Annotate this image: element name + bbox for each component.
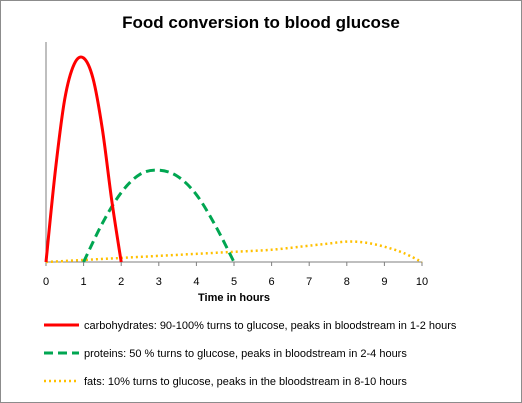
x-ticks: 0 1 2 3 4 5 6 7 8 9 10 — [43, 262, 428, 288]
x-tick-label: 7 — [306, 276, 312, 288]
x-tick-label: 4 — [193, 276, 199, 288]
series-group — [44, 55, 423, 264]
chart-title: Food conversion to blood glucose — [122, 13, 400, 32]
x-tick-label: 3 — [156, 276, 162, 288]
x-tick-label: 1 — [81, 276, 87, 288]
x-tick-label: 2 — [118, 276, 124, 288]
series-line-solid — [44, 55, 123, 263]
x-tick-label: 9 — [381, 276, 387, 288]
x-tick-label: 5 — [231, 276, 237, 288]
x-tick-label: 8 — [344, 276, 350, 288]
x-tick-label: 0 — [43, 276, 49, 288]
legend-entry: carbohydrates: 90-100% turns to glucose,… — [84, 320, 457, 332]
series-line-dashed — [82, 168, 236, 263]
series-line-dotted — [45, 240, 423, 264]
legend-entry: proteins: 50 % turns to glucose, peaks i… — [84, 348, 407, 360]
legend-entry: fats: 10% turns to glucose, peaks in the… — [84, 376, 407, 388]
x-axis-label: Time in hours — [198, 292, 270, 304]
x-tick-label: 6 — [269, 276, 275, 288]
legend: carbohydrates: 90-100% turns to glucose,… — [44, 320, 457, 388]
x-tick-label: 10 — [416, 276, 428, 288]
axes — [45, 42, 422, 263]
